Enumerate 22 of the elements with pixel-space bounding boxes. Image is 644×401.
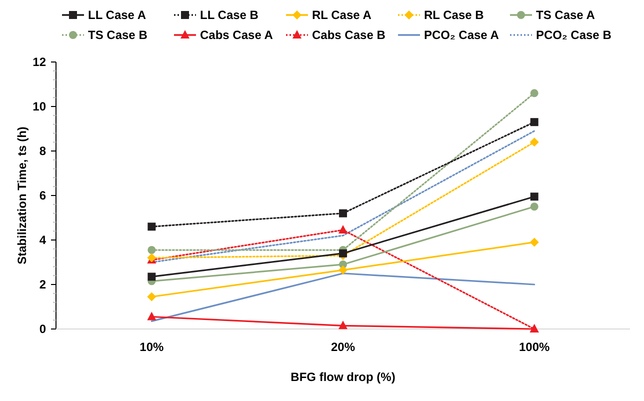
- legend-label: TS Case B: [88, 28, 148, 42]
- x-axis-title: BFG flow drop (%): [290, 370, 396, 384]
- legend-label: TS Case A: [536, 8, 596, 22]
- y-axis-title: Stabilization Time, ts (h): [15, 126, 29, 264]
- y-tick-label: 2: [39, 278, 46, 292]
- legend-label: Cabs Case B: [312, 28, 386, 42]
- y-tick-label: 12: [32, 55, 46, 70]
- x-tick-label: 20%: [330, 340, 356, 354]
- legend-label: Cabs Case A: [200, 28, 274, 42]
- y-tick-label: 8: [39, 144, 46, 158]
- y-tick-label: 6: [39, 188, 46, 203]
- legend-label: RL Case B: [424, 8, 484, 22]
- x-tick-label: 10%: [140, 340, 164, 354]
- legend-label: PCO₂ Case B: [536, 28, 612, 42]
- legend-label: RL Case A: [312, 8, 372, 22]
- y-tick-label: 4: [39, 233, 46, 248]
- legend-label: LL Case B: [200, 8, 259, 22]
- x-tick-label: 100%: [518, 340, 550, 354]
- legend-label: PCO₂ Case A: [424, 28, 500, 42]
- legend-label: LL Case A: [88, 8, 146, 22]
- y-tick-label: 10: [32, 100, 46, 114]
- y-tick-label: 0: [39, 322, 46, 336]
